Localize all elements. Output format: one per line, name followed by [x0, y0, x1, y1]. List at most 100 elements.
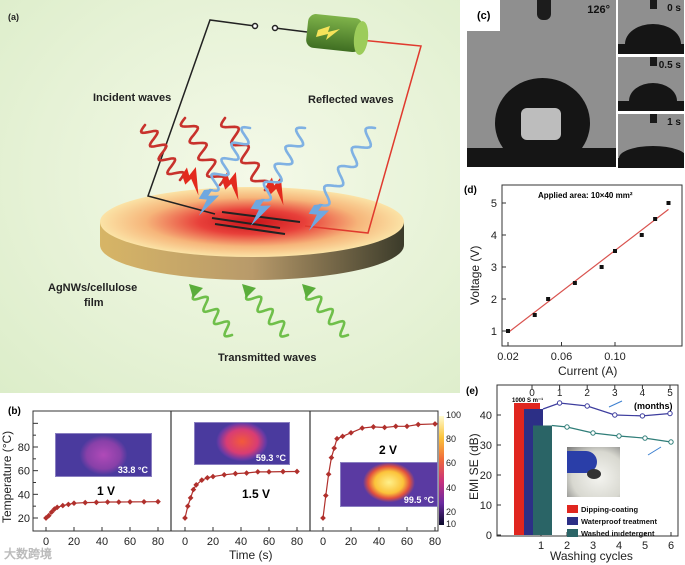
x-tick-label: 3	[590, 540, 596, 552]
ir-image-1-5v: 59.3 °C	[194, 422, 290, 465]
data-point	[348, 429, 354, 436]
data-point	[243, 470, 250, 476]
legend-e: Dipping-coating Waterproof treatment Washe…	[567, 503, 657, 539]
film-label-line2: film	[84, 297, 104, 309]
y-tick-label: 20	[480, 470, 492, 482]
x-tick-label: 2	[564, 540, 570, 552]
conductivity-label: 1000 S m⁻¹	[512, 398, 544, 404]
data-point	[666, 201, 671, 205]
reflected-wave	[260, 126, 307, 202]
legend-swatch	[567, 529, 578, 537]
circuit-wires	[147, 19, 422, 234]
data-point	[232, 470, 239, 477]
data-point	[71, 500, 77, 507]
x-tick-label: 20	[68, 536, 80, 548]
x-tick-label: 4	[616, 540, 622, 552]
incident-wave	[179, 116, 226, 187]
data-point	[392, 423, 399, 430]
data-point	[556, 400, 563, 406]
x-tick-label: 1	[538, 540, 544, 552]
data-point	[532, 313, 537, 317]
ir-image-1v: 33.8 °C	[55, 433, 152, 477]
colorbar-tick-label: 40	[446, 482, 457, 493]
data-point	[115, 499, 122, 505]
legend-swatch	[567, 517, 578, 525]
droplet-image-0: 0 s	[618, 0, 684, 54]
transmitted-wave	[244, 290, 290, 338]
legend-item: Washed in detergent	[567, 527, 657, 539]
x-tick-label: 40	[96, 536, 108, 548]
y-tick-label: 40	[480, 410, 492, 422]
data-point	[639, 413, 646, 419]
data-point	[381, 424, 388, 431]
reflected-arrow-icon	[250, 198, 272, 226]
emi-shielding-schematic	[100, 14, 422, 338]
x-tick-label: 20	[345, 536, 357, 548]
y-tick-label: 40	[18, 489, 30, 501]
data-point	[104, 499, 111, 505]
y-tick-label: 80	[18, 442, 30, 454]
colorbar-tick-label: 100	[446, 410, 462, 420]
y-tick-label: 60	[18, 466, 30, 478]
data-point	[590, 430, 596, 436]
data-point	[82, 499, 89, 506]
data-point	[155, 498, 161, 505]
reflected-arrow-icon	[308, 203, 330, 231]
droplet-image-2: 1 s	[618, 114, 684, 168]
data-point	[546, 297, 551, 301]
top-tick-label: 1	[557, 388, 563, 399]
data-point	[599, 265, 604, 269]
legend-label: Dipping-coating	[581, 504, 639, 514]
panel-label-b: (b)	[8, 406, 21, 417]
data-point	[198, 477, 205, 483]
time-label: 0.5 s	[658, 60, 681, 71]
y-axis-label-e: EMI SE (dB)	[467, 433, 481, 500]
data-point	[221, 471, 228, 478]
data-point	[572, 281, 577, 285]
data-point	[415, 421, 422, 428]
x-tick-label: 60	[124, 536, 136, 548]
data-point	[65, 501, 72, 508]
top-tick-label: 4	[640, 388, 646, 399]
data-point	[359, 425, 366, 431]
data-point	[320, 515, 326, 521]
colorbar	[439, 416, 444, 525]
x-tick-label: 5	[642, 540, 648, 552]
data-point	[370, 424, 377, 430]
series-label-1v: 1 V	[97, 484, 116, 498]
y-tick-label: 10	[480, 500, 492, 512]
top-tick-label: 0	[529, 388, 535, 399]
y-tick-label: 4	[491, 230, 497, 242]
panel-label-d: (d)	[464, 185, 477, 196]
transmitted-arrow-icon	[189, 284, 203, 298]
colorbar-tick-label: 80	[446, 434, 457, 445]
data-point	[210, 473, 216, 480]
battery-icon	[306, 14, 369, 55]
x-tick-label: 0	[182, 536, 188, 548]
x-tick-label: 40	[235, 536, 247, 548]
data-point	[325, 471, 332, 478]
ir-temp-1v: 33.8 °C	[117, 465, 148, 475]
data-point	[193, 482, 200, 488]
needle	[650, 57, 657, 66]
x-tick-label: 80	[429, 536, 441, 548]
colorbar-tick-label: 10	[446, 519, 457, 529]
reflected-waves-label: Reflected waves	[308, 94, 394, 106]
data-point	[432, 421, 438, 427]
data-point	[616, 433, 622, 439]
data-point	[404, 423, 410, 430]
transmitted-wave	[191, 290, 234, 338]
reflected-wave	[318, 126, 377, 207]
panel-c-contact-angle: (c) 126° 0 s 0.5 s 1 s	[467, 0, 685, 168]
data-point	[328, 454, 335, 461]
y-tick-label: 20	[18, 513, 30, 525]
top-tick-label: 2	[584, 388, 590, 399]
x-tick-label: 0	[43, 536, 49, 548]
y-tick-label: 3	[491, 262, 497, 274]
substrate	[618, 158, 684, 168]
data-point	[190, 486, 197, 493]
data-point	[612, 412, 618, 418]
film-label-line1: AgNWs/cellulose	[48, 282, 138, 294]
